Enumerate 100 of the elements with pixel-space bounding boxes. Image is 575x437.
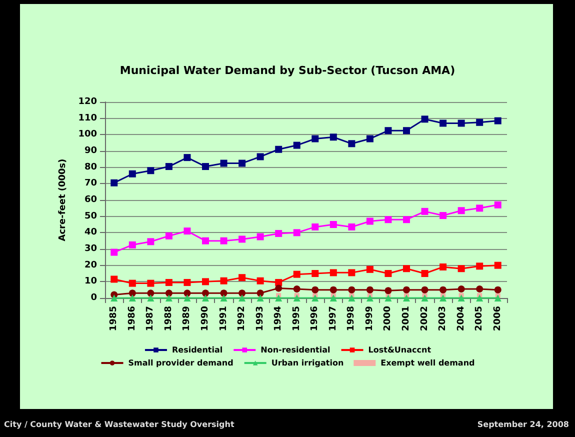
point xyxy=(293,286,300,293)
point xyxy=(348,269,356,276)
x-tick-label: 1986 xyxy=(127,306,138,332)
point xyxy=(421,116,428,123)
point xyxy=(494,201,502,208)
point xyxy=(165,290,172,297)
chart-title: Municipal Water Demand by Sub-Sector (Tucson AMA) xyxy=(120,64,456,77)
point xyxy=(128,241,136,248)
legend-label: Small provider demand xyxy=(128,358,234,368)
point xyxy=(184,228,191,235)
point xyxy=(384,216,392,224)
point xyxy=(458,120,465,127)
point xyxy=(312,223,319,230)
point xyxy=(476,118,484,126)
point xyxy=(348,140,356,148)
y-tick-label: 70 xyxy=(84,178,97,189)
point xyxy=(147,280,154,287)
point xyxy=(275,284,282,292)
y-tick-label: 110 xyxy=(78,113,97,124)
y-tick-label: 0 xyxy=(90,293,97,303)
point xyxy=(384,287,392,294)
x-tick-label: 1996 xyxy=(310,306,320,332)
point xyxy=(440,212,447,220)
point xyxy=(403,286,410,294)
x-tick-label: 1998 xyxy=(346,306,357,332)
point xyxy=(494,294,502,302)
point xyxy=(293,229,300,236)
point xyxy=(494,117,502,124)
point xyxy=(494,286,502,294)
point xyxy=(403,265,410,272)
point xyxy=(330,221,337,228)
point xyxy=(421,208,428,215)
point xyxy=(110,276,118,283)
point xyxy=(184,278,191,286)
y-tick-label: 50 xyxy=(84,211,97,222)
y-tick-label: 60 xyxy=(84,195,97,205)
point xyxy=(312,286,319,294)
point xyxy=(238,160,246,167)
point xyxy=(293,270,300,278)
x-tick-label: 1990 xyxy=(200,306,210,332)
x-tick-label: 1985 xyxy=(109,306,120,332)
point xyxy=(476,204,484,212)
point xyxy=(348,223,356,230)
point xyxy=(384,270,392,277)
y-tick-label: 120 xyxy=(78,97,97,107)
point xyxy=(366,286,374,294)
legend-label: Exempt well demand xyxy=(380,358,476,368)
point xyxy=(256,233,264,240)
point xyxy=(366,218,374,225)
point xyxy=(202,278,209,286)
point xyxy=(202,237,209,244)
point xyxy=(275,146,282,153)
legend-label: Residential xyxy=(172,346,223,354)
legend-label: Lost&Unaccnt xyxy=(368,346,432,354)
point xyxy=(184,290,191,297)
x-tick-label: 1994 xyxy=(274,306,284,332)
point xyxy=(275,230,282,237)
point xyxy=(403,216,410,224)
x-tick-label: 1992 xyxy=(237,306,248,332)
point xyxy=(330,294,337,302)
point xyxy=(312,270,319,277)
x-tick-label: 2005 xyxy=(474,306,485,332)
legend-label: Non-residential xyxy=(260,346,331,354)
point xyxy=(128,294,136,302)
y-tick-label: 20 xyxy=(84,260,97,270)
point xyxy=(128,290,136,297)
point xyxy=(403,294,410,302)
point xyxy=(348,294,356,302)
point xyxy=(476,286,484,293)
point xyxy=(312,294,319,302)
point xyxy=(330,134,337,141)
y-tick-label: 90 xyxy=(84,146,97,156)
x-tick-label: 2002 xyxy=(420,306,430,332)
point xyxy=(238,294,246,302)
x-tick-label: 2006 xyxy=(492,306,503,332)
point xyxy=(330,286,337,294)
y-axis-title: Acre-feet (000s) xyxy=(58,158,68,242)
point xyxy=(184,154,191,162)
point xyxy=(147,290,154,297)
point xyxy=(202,290,209,297)
point xyxy=(384,127,392,134)
x-tick-label: 1991 xyxy=(218,306,229,332)
point xyxy=(256,290,264,297)
point xyxy=(220,277,228,284)
point xyxy=(366,266,374,273)
point xyxy=(330,269,337,276)
point xyxy=(458,294,465,302)
point xyxy=(275,294,282,302)
x-tick-label: 2004 xyxy=(456,306,466,332)
point xyxy=(110,248,118,256)
point xyxy=(165,163,172,170)
y-tick-label: 100 xyxy=(78,130,97,140)
point xyxy=(403,127,410,134)
point xyxy=(220,290,228,297)
x-tick-label: 1988 xyxy=(164,306,174,332)
point xyxy=(147,167,154,174)
point xyxy=(165,294,172,302)
point xyxy=(440,120,447,127)
point xyxy=(110,294,118,302)
point xyxy=(421,294,428,302)
